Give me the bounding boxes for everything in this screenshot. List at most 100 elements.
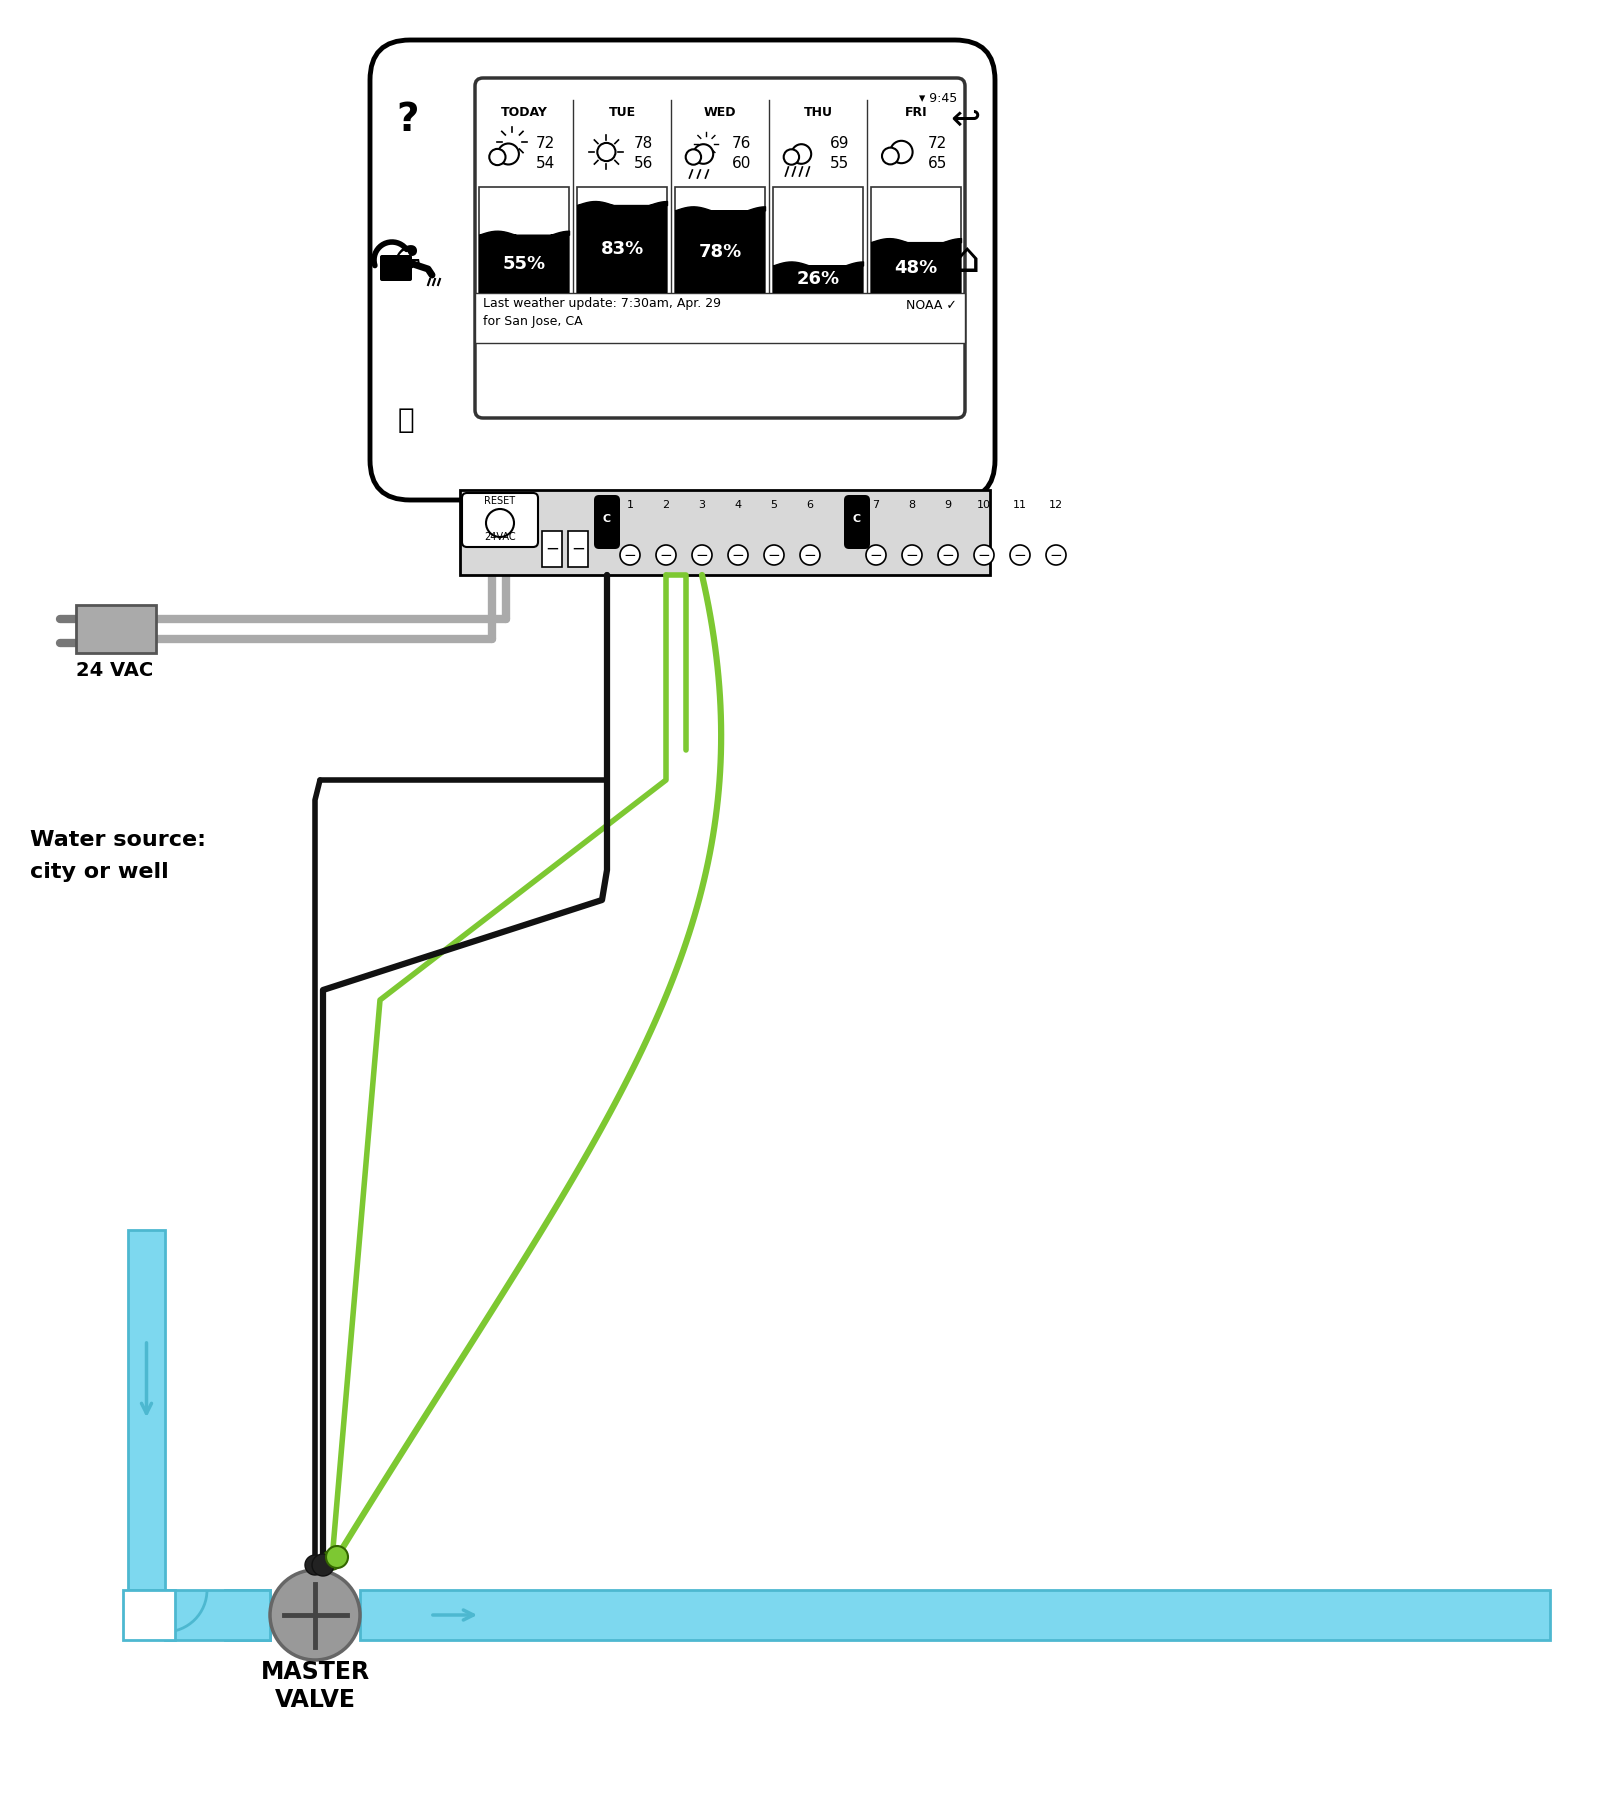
Circle shape <box>270 1570 360 1659</box>
Text: −: − <box>659 547 672 563</box>
FancyBboxPatch shape <box>381 255 413 282</box>
Text: −: − <box>731 547 744 563</box>
Circle shape <box>312 1554 334 1575</box>
Text: RESET: RESET <box>485 495 515 506</box>
Text: 83%: 83% <box>600 240 643 258</box>
Text: 55: 55 <box>830 156 850 170</box>
Text: Last weather update: 7:30am, Apr. 29: Last weather update: 7:30am, Apr. 29 <box>483 298 722 310</box>
Text: Water source:: Water source: <box>30 831 206 850</box>
Bar <box>870 187 962 292</box>
Text: C: C <box>853 515 861 524</box>
Text: ?: ? <box>397 100 419 138</box>
Text: 24VAC: 24VAC <box>485 533 515 542</box>
Text: −: − <box>1014 547 1026 563</box>
Text: 60: 60 <box>731 156 752 170</box>
Circle shape <box>694 144 714 163</box>
Circle shape <box>326 1546 349 1568</box>
Text: 9: 9 <box>944 501 952 509</box>
Circle shape <box>691 545 712 565</box>
Text: −: − <box>906 547 918 563</box>
Bar <box>77 605 157 653</box>
Bar <box>675 210 765 292</box>
Text: 78%: 78% <box>698 242 742 260</box>
Text: 24 VAC: 24 VAC <box>77 660 154 680</box>
Text: 69: 69 <box>830 136 850 151</box>
Text: 5: 5 <box>771 501 778 509</box>
Circle shape <box>686 149 701 165</box>
Circle shape <box>902 545 922 565</box>
Bar <box>165 1589 270 1640</box>
Text: −: − <box>546 540 558 558</box>
FancyBboxPatch shape <box>594 495 621 549</box>
Circle shape <box>974 545 994 565</box>
Circle shape <box>490 149 506 165</box>
Bar <box>578 205 667 292</box>
Text: 76: 76 <box>731 136 752 151</box>
Bar <box>478 187 570 292</box>
Circle shape <box>728 545 749 565</box>
Text: 26%: 26% <box>797 271 840 289</box>
Bar <box>578 187 667 292</box>
Bar <box>773 266 862 292</box>
Circle shape <box>597 144 616 161</box>
Bar <box>123 1589 174 1640</box>
Bar <box>128 1231 165 1589</box>
Circle shape <box>765 545 784 565</box>
Text: 55%: 55% <box>502 255 546 273</box>
Text: 10: 10 <box>978 501 990 509</box>
Circle shape <box>1010 545 1030 565</box>
Circle shape <box>882 147 899 165</box>
Text: −: − <box>942 547 954 563</box>
Circle shape <box>656 545 675 565</box>
Text: ⚗: ⚗ <box>394 246 422 274</box>
Bar <box>128 1589 226 1640</box>
Bar <box>542 531 562 567</box>
Text: 65: 65 <box>928 156 947 170</box>
Circle shape <box>890 140 912 163</box>
Text: city or well: city or well <box>30 861 168 883</box>
Text: 56: 56 <box>634 156 653 170</box>
Text: −: − <box>978 547 990 563</box>
Text: 12: 12 <box>1050 501 1062 509</box>
Text: 2: 2 <box>662 501 669 509</box>
Text: −: − <box>870 547 882 563</box>
Text: 8: 8 <box>909 501 915 509</box>
Circle shape <box>621 545 640 565</box>
Circle shape <box>938 545 958 565</box>
Circle shape <box>1046 545 1066 565</box>
Text: TODAY: TODAY <box>501 106 547 118</box>
Text: 1: 1 <box>627 501 634 509</box>
Text: −: − <box>803 547 816 563</box>
Text: for San Jose, CA: for San Jose, CA <box>483 316 582 328</box>
Bar <box>568 531 589 567</box>
Bar <box>478 235 570 292</box>
Text: 7: 7 <box>872 501 880 509</box>
Bar <box>226 1589 270 1640</box>
Text: −: − <box>768 547 781 563</box>
Text: 4: 4 <box>734 501 741 509</box>
Text: ⌂: ⌂ <box>954 239 981 282</box>
Text: NOAA ✓: NOAA ✓ <box>906 298 957 312</box>
Text: −: − <box>696 547 709 563</box>
Bar <box>870 242 962 292</box>
Text: FRI: FRI <box>904 106 928 118</box>
Circle shape <box>866 545 886 565</box>
FancyBboxPatch shape <box>462 493 538 547</box>
Text: THU: THU <box>803 106 832 118</box>
Text: C: C <box>603 515 611 524</box>
FancyBboxPatch shape <box>845 495 870 549</box>
Text: 3: 3 <box>699 501 706 509</box>
Text: TUE: TUE <box>608 106 635 118</box>
Text: ▾ 9:45: ▾ 9:45 <box>918 91 957 106</box>
Bar <box>360 1589 1550 1640</box>
Text: 11: 11 <box>1013 501 1027 509</box>
Circle shape <box>306 1555 325 1575</box>
FancyBboxPatch shape <box>370 39 995 501</box>
Bar <box>461 490 990 576</box>
Text: MASTER
VALVE: MASTER VALVE <box>261 1659 370 1711</box>
Bar <box>773 187 862 292</box>
Bar <box>475 292 965 343</box>
Circle shape <box>792 144 811 163</box>
Text: 72: 72 <box>928 136 947 151</box>
Text: WED: WED <box>704 106 736 118</box>
